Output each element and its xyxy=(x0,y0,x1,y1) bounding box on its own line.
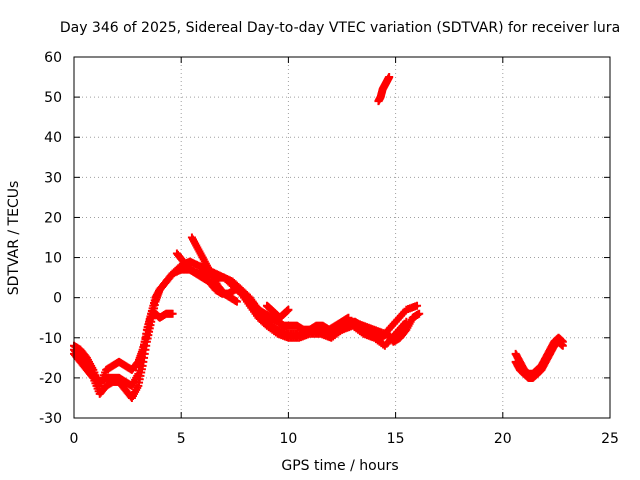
x-axis-label: GPS time / hours xyxy=(281,458,398,474)
x-tick-label: 5 xyxy=(177,431,186,447)
x-tick-label: 25 xyxy=(601,431,619,447)
x-tick-label: 15 xyxy=(387,431,405,447)
data-point xyxy=(237,285,246,294)
plot-frame xyxy=(73,56,611,419)
data-point xyxy=(284,305,293,314)
y-axis-label: SDTVAR / TECUs xyxy=(6,181,22,296)
data-point xyxy=(558,341,567,350)
data-point xyxy=(413,301,422,310)
data-point xyxy=(415,309,424,318)
data-series xyxy=(70,73,567,402)
grid-lines xyxy=(74,57,610,418)
series-track-c xyxy=(70,309,177,390)
series-track-k xyxy=(511,337,567,382)
y-tick-label: 20 xyxy=(44,210,62,226)
y-tick-label: -30 xyxy=(39,411,62,427)
y-tick-label: -10 xyxy=(39,331,62,347)
x-tick-label: 20 xyxy=(494,431,512,447)
data-point xyxy=(344,313,353,322)
data-point xyxy=(385,73,394,82)
y-tick-label: 40 xyxy=(44,130,62,146)
series-track-i xyxy=(374,73,394,106)
data-point xyxy=(232,297,241,306)
y-tick-label: 0 xyxy=(53,291,62,307)
chart-title: Day 346 of 2025, Sidereal Day-to-day VTE… xyxy=(60,20,620,36)
y-tick-label: -20 xyxy=(39,371,62,387)
data-point xyxy=(168,309,177,318)
series-track-e xyxy=(187,233,241,306)
series-track-f xyxy=(241,293,353,334)
y-tick-label: 10 xyxy=(44,251,62,267)
series-track-h xyxy=(338,309,424,346)
y-tick-label: 60 xyxy=(44,50,62,66)
x-tick-label: 0 xyxy=(70,431,79,447)
axis-ticks: 0 5 10 15 20 25 -30 -20 -10 0 10 20 30 40 50 60 xyxy=(39,50,619,447)
y-tick-label: 30 xyxy=(44,170,62,186)
y-tick-label: 50 xyxy=(44,90,62,106)
series-track-g xyxy=(262,301,293,322)
x-tick-label: 10 xyxy=(279,431,297,447)
